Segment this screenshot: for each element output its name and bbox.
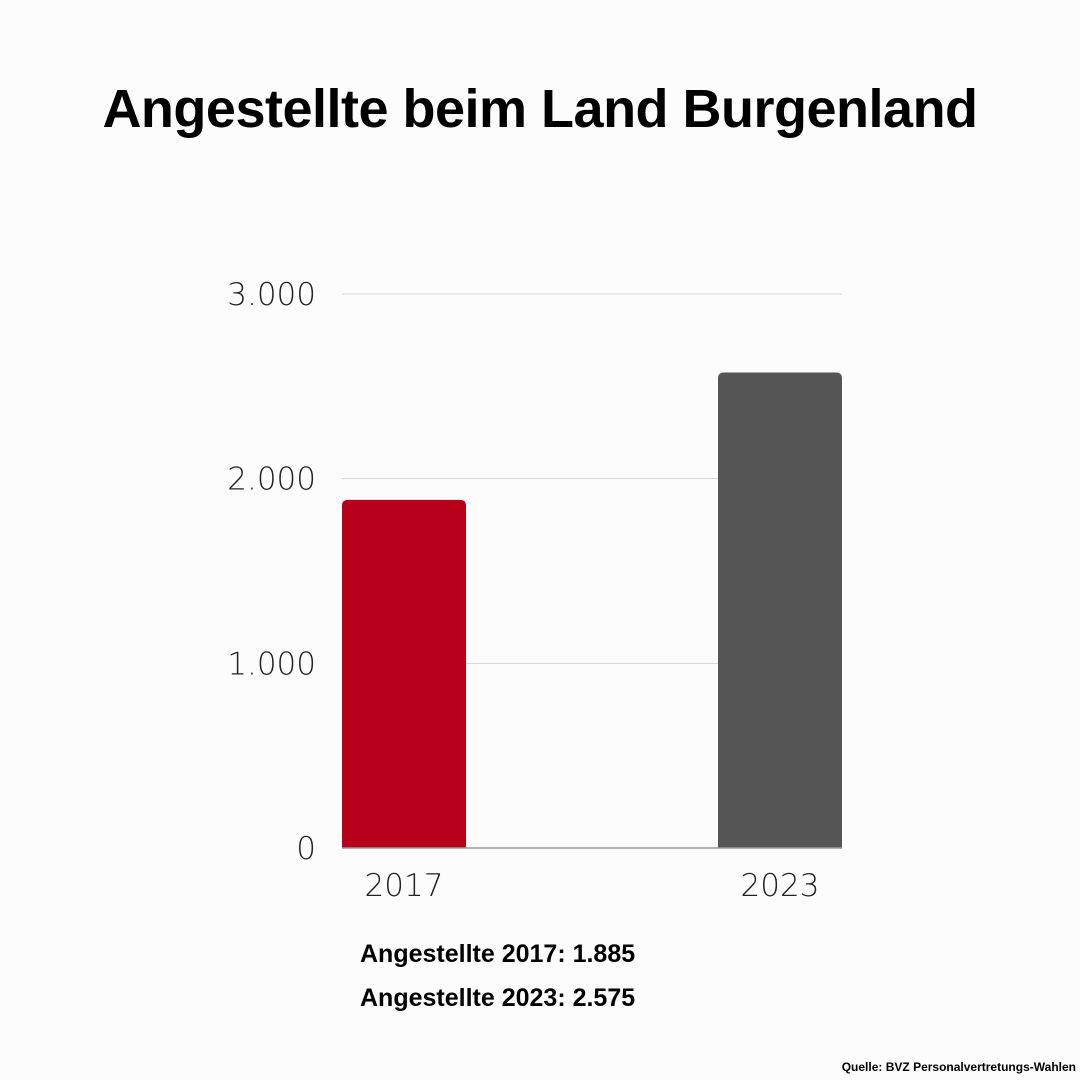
page-title: Angestellte beim Land Burgenland bbox=[102, 79, 978, 139]
x-tick-label: 2023 bbox=[741, 868, 820, 904]
x-tick-label: 2017 bbox=[365, 868, 444, 904]
source-note: Quelle: BVZ Personalvertretungs-Wahlen bbox=[841, 1060, 1076, 1074]
bar-2017 bbox=[342, 499, 466, 848]
y-tick-label: 1.000 bbox=[227, 646, 316, 682]
y-tick-label: 3.000 bbox=[227, 277, 316, 313]
y-tick-label: 2.000 bbox=[227, 462, 316, 498]
note-2023: Angestellte 2023: 2.575 bbox=[360, 984, 636, 1012]
y-tick-label: 0 bbox=[296, 831, 316, 867]
value-notes: Angestellte 2017: 1.885 Angestellte 2023… bbox=[360, 932, 635, 1020]
bar-2023 bbox=[718, 372, 842, 848]
note-2017: Angestellte 2017: 1.885 bbox=[360, 940, 636, 968]
